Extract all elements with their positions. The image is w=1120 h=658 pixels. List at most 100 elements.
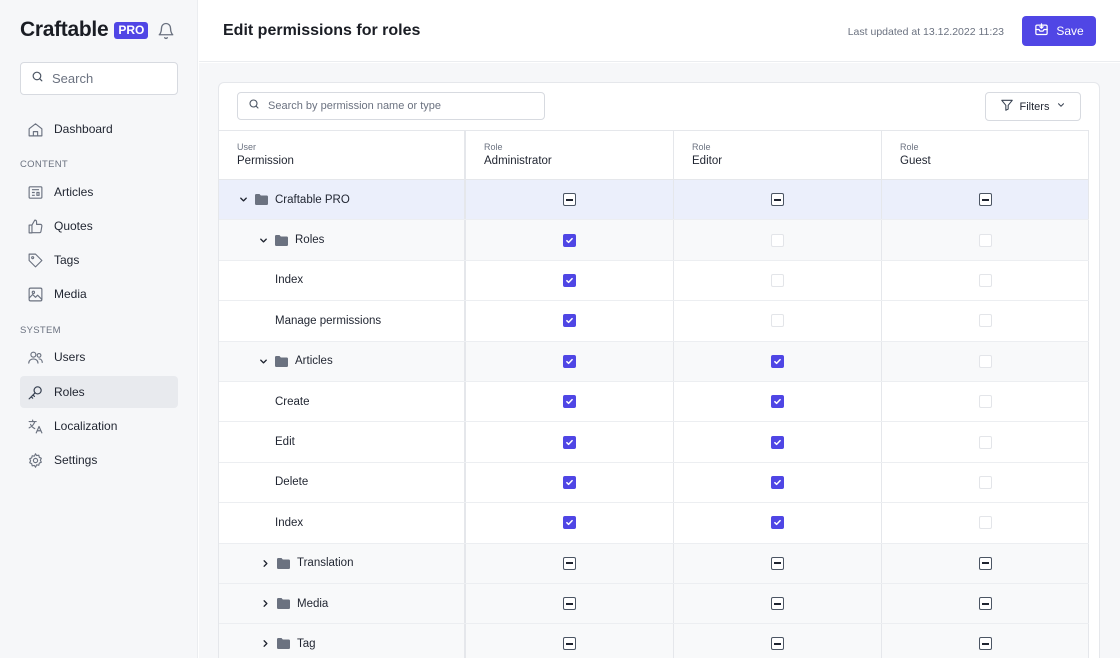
permission-checkbox[interactable] <box>563 314 576 328</box>
column-type: User <box>237 142 257 152</box>
permission-checkbox[interactable] <box>771 475 784 489</box>
sidebar-item-tags[interactable]: Tags <box>20 244 178 276</box>
sidebar-item-media[interactable]: Media <box>20 278 178 310</box>
permission-checkbox[interactable] <box>978 233 992 247</box>
permission-checkbox[interactable] <box>978 354 992 368</box>
permission-search-input[interactable] <box>268 100 538 112</box>
permission-checkbox[interactable] <box>771 273 784 287</box>
sidebar-item-dashboard[interactable]: Dashboard <box>20 113 178 145</box>
permission-checkbox[interactable] <box>978 597 992 611</box>
permission-label: Index <box>275 274 304 287</box>
permission-checkbox[interactable] <box>563 193 576 207</box>
permission-checkbox[interactable] <box>978 475 992 489</box>
role-cell-editor <box>674 260 882 301</box>
permission-checkbox[interactable] <box>978 314 992 328</box>
permission-cell: Delete <box>219 462 466 503</box>
sidebar-item-label: Tags <box>54 253 80 267</box>
column-header-editor: Role Editor <box>674 131 882 179</box>
permission-checkbox[interactable] <box>563 597 576 611</box>
role-cell-editor <box>674 180 882 220</box>
permission-checkbox[interactable] <box>978 395 992 409</box>
sidebar-search-input[interactable] <box>52 71 162 86</box>
folder-icon <box>275 234 288 246</box>
permission-checkbox[interactable] <box>563 233 576 247</box>
permission-checkbox[interactable] <box>563 435 576 449</box>
permission-cell: Roles <box>219 220 466 260</box>
tag-icon <box>26 251 44 269</box>
permission-checkbox[interactable] <box>978 435 992 449</box>
table-row: Edit <box>219 422 1089 463</box>
filters-button[interactable]: Filters <box>985 92 1081 121</box>
users-icon <box>26 348 44 366</box>
permission-checkbox[interactable] <box>771 516 784 530</box>
sidebar-item-settings[interactable]: Settings <box>20 444 178 476</box>
permission-checkbox[interactable] <box>563 637 576 651</box>
sidebar-item-quotes[interactable]: Quotes <box>20 210 178 242</box>
permission-checkbox[interactable] <box>771 233 784 247</box>
permission-checkbox[interactable] <box>978 193 992 207</box>
sidebar-item-label: Localization <box>54 419 118 433</box>
permission-checkbox[interactable] <box>978 273 992 287</box>
permission-search[interactable] <box>237 92 545 120</box>
chevron-down-icon[interactable] <box>257 234 269 246</box>
permission-checkbox[interactable] <box>978 556 992 570</box>
role-cell-guest <box>882 422 1089 462</box>
sidebar-item-label: Articles <box>54 185 94 199</box>
permission-checkbox[interactable] <box>563 475 576 489</box>
permission-checkbox[interactable] <box>563 395 576 409</box>
permission-checkbox[interactable] <box>771 435 784 449</box>
role-cell-administrator <box>466 180 674 220</box>
image-icon <box>26 285 44 303</box>
permission-checkbox[interactable] <box>563 354 576 368</box>
role-cell-editor <box>674 422 882 462</box>
folder-icon <box>275 355 288 367</box>
gear-icon <box>26 451 44 469</box>
chevron-right-icon[interactable] <box>259 598 271 610</box>
column-title: Administrator <box>484 155 552 167</box>
column-header-permission: User Permission <box>219 131 466 179</box>
sidebar-item-label: Roles <box>54 385 85 399</box>
column-type: Role <box>900 142 919 152</box>
sidebar-item-roles[interactable]: Roles <box>20 376 178 408</box>
column-type: Role <box>692 142 711 152</box>
role-cell-administrator <box>466 583 674 624</box>
permission-checkbox[interactable] <box>563 556 576 570</box>
role-cell-guest <box>882 381 1089 422</box>
permission-checkbox[interactable] <box>771 193 784 207</box>
permission-checkbox[interactable] <box>771 395 784 409</box>
permission-checkbox[interactable] <box>563 273 576 287</box>
role-cell-administrator <box>466 624 674 658</box>
permission-checkbox[interactable] <box>771 597 784 611</box>
sidebar-item-localization[interactable]: Localization <box>20 410 178 442</box>
chevron-down-icon[interactable] <box>257 355 269 367</box>
save-button[interactable]: Save <box>1022 16 1096 46</box>
permission-checkbox[interactable] <box>771 314 784 328</box>
permission-label: Media <box>297 597 329 610</box>
role-cell-administrator <box>466 260 674 301</box>
chevron-down-icon <box>1056 100 1066 113</box>
role-cell-guest <box>882 583 1089 624</box>
bell-icon[interactable] <box>157 22 175 40</box>
permission-checkbox[interactable] <box>771 556 784 570</box>
chevron-right-icon[interactable] <box>259 638 271 650</box>
permission-checkbox[interactable] <box>563 516 576 530</box>
permission-checkbox[interactable] <box>978 637 992 651</box>
table-row: Create <box>219 381 1089 423</box>
sidebar-search[interactable] <box>20 62 178 95</box>
role-cell-editor <box>674 220 882 260</box>
role-cell-editor <box>674 583 882 624</box>
permission-checkbox[interactable] <box>978 516 992 530</box>
permission-checkbox[interactable] <box>771 637 784 651</box>
sidebar: Craftable PRO Dashboard CONTENT Articles… <box>0 0 198 658</box>
brand-logo[interactable]: Craftable PRO <box>20 18 149 42</box>
permission-checkbox[interactable] <box>771 354 784 368</box>
permission-label: Translation <box>297 557 354 570</box>
section-label-system: SYSTEM <box>20 325 61 336</box>
sidebar-item-label: Settings <box>54 453 98 467</box>
home-icon <box>26 120 44 138</box>
chevron-down-icon[interactable] <box>237 194 249 206</box>
permission-label: Manage permissions <box>275 314 382 327</box>
sidebar-item-articles[interactable]: Articles <box>20 176 178 208</box>
sidebar-item-users[interactable]: Users <box>20 341 178 373</box>
chevron-right-icon[interactable] <box>259 557 271 569</box>
